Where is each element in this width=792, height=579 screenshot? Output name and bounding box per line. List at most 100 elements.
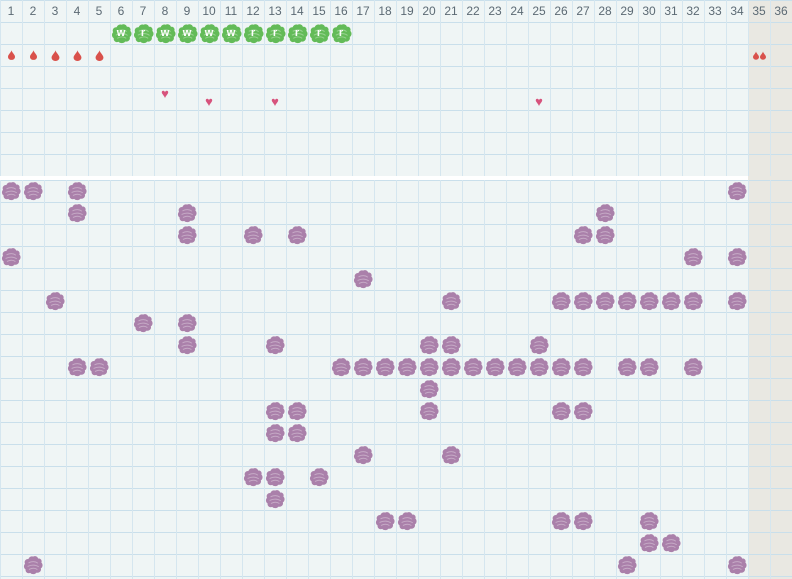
symptom-blob-marker[interactable] [726,554,748,576]
symptom-blob-marker[interactable] [572,356,594,378]
symptom-blob-marker[interactable] [638,532,660,554]
top-section-grid[interactable] [0,0,792,176]
flow-droplet-marker[interactable] [88,44,110,66]
symptom-blob-marker[interactable] [440,444,462,466]
symptom-blob-marker[interactable] [176,224,198,246]
symptom-blob-marker[interactable] [22,180,44,202]
symptom-blob-marker[interactable] [484,356,506,378]
symptom-blob-marker[interactable] [264,400,286,422]
flow-droplet-marker[interactable] [22,44,44,66]
symptom-blob-marker[interactable] [660,532,682,554]
symptom-blob-marker[interactable] [528,334,550,356]
symptom-blob-marker[interactable] [726,246,748,268]
symptom-blob-marker[interactable] [44,290,66,312]
symptom-blob-marker[interactable] [506,356,528,378]
symptom-blob-marker[interactable] [682,356,704,378]
symptom-blob-marker[interactable] [132,312,154,334]
symptom-section-grid[interactable] [0,180,792,579]
symptom-blob-marker[interactable] [66,180,88,202]
symptom-blob-marker[interactable] [594,224,616,246]
symptom-blob-marker[interactable] [352,268,374,290]
heart-marker[interactable]: ♥ [198,90,220,112]
badge-marker[interactable]: r [308,22,330,44]
symptom-blob-marker[interactable] [638,356,660,378]
symptom-blob-marker[interactable] [528,356,550,378]
symptom-blob-marker[interactable] [550,290,572,312]
symptom-blob-marker[interactable] [242,224,264,246]
symptom-blob-marker[interactable] [616,554,638,576]
badge-marker[interactable]: w [154,22,176,44]
badge-marker[interactable]: r [286,22,308,44]
symptom-blob-marker[interactable] [374,356,396,378]
symptom-blob-marker[interactable] [572,510,594,532]
symptom-blob-marker[interactable] [638,290,660,312]
symptom-blob-marker[interactable] [396,510,418,532]
heart-marker[interactable]: ♥ [528,90,550,112]
symptom-blob-marker[interactable] [66,356,88,378]
symptom-blob-marker[interactable] [308,466,330,488]
symptom-blob-marker[interactable] [726,290,748,312]
symptom-blob-marker[interactable] [330,356,352,378]
badge-marker[interactable]: r [330,22,352,44]
badge-marker[interactable]: w [220,22,242,44]
symptom-blob-marker[interactable] [550,510,572,532]
symptom-blob-marker[interactable] [242,466,264,488]
symptom-blob-marker[interactable] [418,378,440,400]
symptom-blob-marker[interactable] [660,290,682,312]
symptom-blob-marker[interactable] [352,444,374,466]
badge-marker[interactable]: w [198,22,220,44]
flow-droplet-marker[interactable] [66,44,88,66]
symptom-blob-marker[interactable] [418,400,440,422]
symptom-blob-marker[interactable] [726,180,748,202]
flow-droplet-marker[interactable] [0,44,22,66]
symptom-blob-marker[interactable] [286,400,308,422]
symptom-blob-marker[interactable] [572,224,594,246]
badge-letter: r [294,27,300,39]
symptom-blob-marker[interactable] [682,246,704,268]
symptom-blob-marker[interactable] [572,400,594,422]
badge-marker[interactable]: w [110,22,132,44]
symptom-blob-marker[interactable] [374,510,396,532]
symptom-blob-marker[interactable] [594,290,616,312]
symptom-blob-marker[interactable] [286,422,308,444]
symptom-blob-marker[interactable] [264,488,286,510]
symptom-blob-icon [507,358,527,377]
symptom-blob-marker[interactable] [550,356,572,378]
badge-marker[interactable]: r [242,22,264,44]
badge-marker[interactable]: w [176,22,198,44]
symptom-blob-marker[interactable] [176,334,198,356]
badge-marker[interactable]: r [132,22,154,44]
symptom-blob-marker[interactable] [264,422,286,444]
symptom-blob-marker[interactable] [0,246,22,268]
flow-droplet-marker[interactable] [44,44,66,66]
symptom-blob-marker[interactable] [682,290,704,312]
heart-marker[interactable]: ♥ [264,90,286,112]
symptom-blob-marker[interactable] [462,356,484,378]
symptom-blob-marker[interactable] [440,356,462,378]
symptom-blob-marker[interactable] [286,224,308,246]
badge-marker[interactable]: r [264,22,286,44]
symptom-blob-marker[interactable] [264,466,286,488]
symptom-blob-marker[interactable] [440,334,462,356]
symptom-blob-marker[interactable] [550,400,572,422]
symptom-blob-marker[interactable] [418,334,440,356]
symptom-blob-marker[interactable] [176,312,198,334]
symptom-blob-marker[interactable] [594,202,616,224]
symptom-blob-marker[interactable] [418,356,440,378]
symptom-blob-marker[interactable] [440,290,462,312]
symptom-blob-marker[interactable] [88,356,110,378]
symptom-blob-marker[interactable] [66,202,88,224]
symptom-blob-marker[interactable] [616,356,638,378]
symptom-blob-marker[interactable] [264,334,286,356]
symptom-blob-marker[interactable] [572,290,594,312]
symptom-blob-marker[interactable] [176,202,198,224]
heart-marker[interactable]: ♥ [154,82,176,104]
symptom-blob-marker[interactable] [616,290,638,312]
symptom-blob-marker[interactable] [638,510,660,532]
symptom-blob-marker[interactable] [396,356,418,378]
symptom-blob-icon [177,336,197,355]
symptom-blob-marker[interactable] [352,356,374,378]
flow-droplet-marker[interactable] [748,44,770,66]
symptom-blob-marker[interactable] [0,180,22,202]
symptom-blob-marker[interactable] [22,554,44,576]
